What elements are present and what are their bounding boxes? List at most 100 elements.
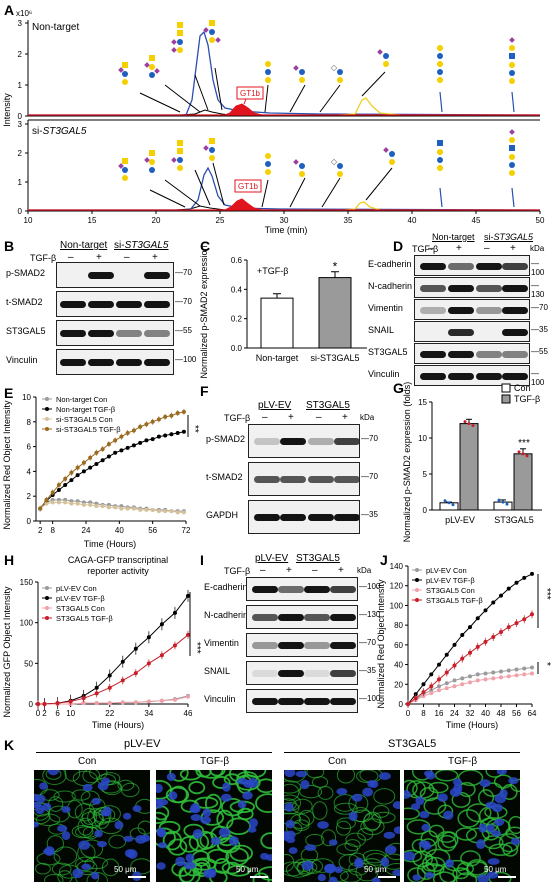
panel-d-group1: Non-target: [432, 232, 475, 242]
blot-band: [88, 330, 114, 337]
data-point: [181, 429, 186, 434]
data-point: [133, 646, 138, 651]
data-point: [475, 678, 480, 683]
trace-top-blue: [28, 30, 541, 116]
blot-kda-marker: —55: [531, 346, 548, 356]
data-point: [100, 504, 105, 509]
data-point: [138, 440, 143, 445]
data-point: [530, 612, 534, 617]
blot-band: [420, 262, 446, 270]
series-line: [39, 431, 185, 509]
blot-band: [278, 642, 304, 649]
y-tick-label: 60: [394, 641, 403, 650]
blot-kda-marker: —35: [531, 324, 548, 334]
blot-band: [420, 350, 446, 358]
blot-band: [252, 642, 278, 649]
data-point: [452, 642, 457, 647]
data-point: [56, 488, 61, 492]
data-point: [94, 450, 99, 455]
data-point: [452, 678, 457, 683]
blot-row: [248, 462, 360, 496]
blot-row-label: SNAIL: [368, 324, 395, 335]
panel-c-ylabel: Normalized p-SMAD2 expression: [199, 245, 209, 378]
panel-h-title2: reporter activity: [87, 566, 149, 576]
y-tick-label: 6: [27, 443, 32, 452]
blot-band: [280, 514, 306, 521]
trace-bottom-blue: [28, 166, 541, 211]
panel-k-group1-line: [36, 752, 272, 753]
y-tick-label: 50: [24, 659, 33, 668]
data-point: [44, 497, 49, 502]
data-point: [163, 414, 168, 419]
j-significance: ***: [541, 588, 552, 600]
panel-k-group1: pLV-EV: [124, 738, 161, 750]
panel-letter-d: D: [393, 238, 404, 254]
blot-band: [448, 306, 474, 314]
data-point: [144, 422, 149, 427]
data-point: [172, 610, 177, 615]
data-point: [107, 673, 112, 678]
blot-band: [476, 262, 502, 270]
data-point: [506, 674, 511, 679]
k-sub-label: TGF-β: [448, 756, 478, 767]
blot-band: [252, 586, 278, 593]
panel-j-xlabel: Time (Hours): [446, 720, 498, 730]
blot-band: [476, 350, 502, 358]
tgf-sign: –: [68, 252, 74, 263]
tgf-sign: +: [152, 252, 158, 263]
data-point: [169, 413, 174, 418]
blot-band: [278, 698, 304, 705]
data-point: [483, 608, 488, 613]
blot-band: [330, 698, 356, 705]
blot-band: [420, 306, 446, 314]
data-point: [107, 685, 112, 690]
g-legend-entry: TGF-β: [514, 394, 540, 404]
data-point: [491, 676, 496, 681]
g-significance: ***: [518, 438, 530, 449]
blot-row-label: E-cadherin: [368, 258, 412, 269]
y-tick-label: 0: [399, 700, 404, 709]
panel-a-xtick: 10: [24, 216, 33, 225]
data-point: [468, 680, 472, 685]
legend-entry: Non-target TGF-β: [56, 405, 116, 414]
data-point: [460, 676, 465, 681]
blot-row: [56, 291, 174, 317]
data-point: [120, 700, 125, 705]
data-point: [169, 432, 174, 437]
data-point: [50, 500, 55, 505]
blot-band: [254, 514, 280, 521]
legend-entry: pLV-EV Con: [56, 584, 97, 593]
trace-top-yellow: [339, 97, 401, 116]
blot-kda-marker: —70: [531, 302, 548, 312]
data-point: [413, 696, 418, 701]
x-tick-label: 34: [144, 709, 153, 718]
data-point: [506, 668, 511, 673]
blot-row-label: Vinculin: [368, 368, 400, 379]
data-point: [444, 652, 449, 657]
blot-band: [304, 698, 330, 705]
scale-bar-label: 50 μm: [484, 865, 507, 874]
c-category-label: Non-target: [256, 353, 299, 363]
blot-band: [304, 642, 330, 649]
blot-band: [278, 614, 304, 621]
blot-kda-marker: —70: [175, 297, 192, 306]
data-point: [421, 682, 426, 687]
annotation-arrows-bottom-blue: [439, 187, 515, 208]
data-point: [491, 634, 496, 639]
data-point: [483, 671, 488, 676]
y-tick-label: 0: [29, 700, 34, 709]
x-tick-label: 48: [497, 709, 506, 718]
data-point: [460, 682, 465, 687]
tgf-sign: –: [260, 565, 266, 576]
blot-band: [476, 306, 502, 314]
scale-bar-label: 50 μm: [364, 865, 387, 874]
panel-a-ytick-top: 3: [18, 19, 23, 28]
data-point: [94, 701, 99, 706]
blot-row-label: GAPDH: [206, 510, 239, 520]
data-point: [125, 445, 130, 450]
blot-row-label: E-cadherin: [204, 582, 248, 592]
data-point: [138, 507, 143, 512]
blot-band: [420, 284, 446, 292]
blot-band: [448, 328, 474, 336]
data-point: [133, 700, 138, 705]
